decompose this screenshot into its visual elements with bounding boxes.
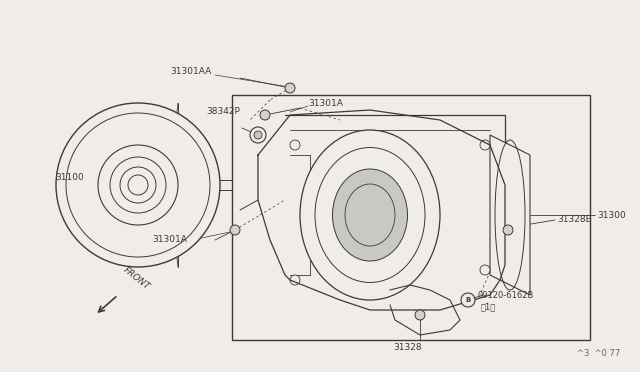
Text: （1）: （1） <box>481 302 496 311</box>
Circle shape <box>230 225 240 235</box>
Text: B: B <box>465 297 470 303</box>
Text: 31328: 31328 <box>394 343 422 353</box>
Text: 31328E: 31328E <box>557 215 591 224</box>
Circle shape <box>250 127 266 143</box>
Circle shape <box>461 293 475 307</box>
Ellipse shape <box>333 169 408 261</box>
Circle shape <box>98 145 178 225</box>
Circle shape <box>285 83 295 93</box>
Circle shape <box>290 140 300 150</box>
Ellipse shape <box>300 130 440 300</box>
Circle shape <box>110 157 166 213</box>
Circle shape <box>56 103 220 267</box>
Text: 31100: 31100 <box>55 173 84 183</box>
Text: 31300: 31300 <box>597 211 626 219</box>
Circle shape <box>290 275 300 285</box>
Circle shape <box>254 131 262 139</box>
Text: 09120-6162B: 09120-6162B <box>477 291 533 299</box>
Text: 31301A: 31301A <box>308 99 343 108</box>
Polygon shape <box>490 135 530 295</box>
Circle shape <box>480 265 490 275</box>
Text: 31301AA: 31301AA <box>170 67 211 77</box>
Text: FRONT: FRONT <box>122 266 152 292</box>
Circle shape <box>480 140 490 150</box>
Bar <box>232 95 590 340</box>
Text: ^3  ^0 77: ^3 ^0 77 <box>577 349 620 358</box>
Text: 38342P: 38342P <box>206 108 240 116</box>
Circle shape <box>415 310 425 320</box>
Circle shape <box>260 110 270 120</box>
Circle shape <box>503 225 513 235</box>
Text: 31301A: 31301A <box>152 235 187 244</box>
